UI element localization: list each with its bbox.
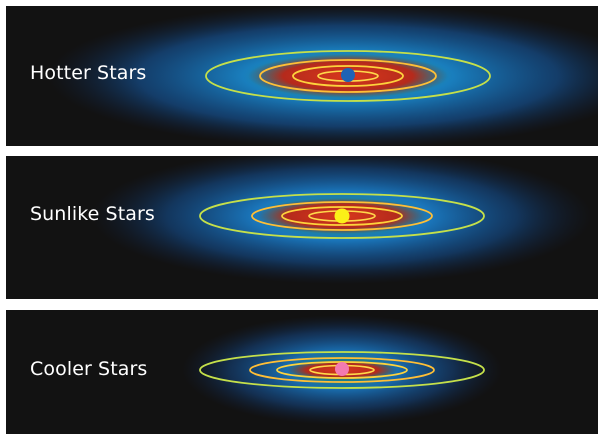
hotter-star [341,68,355,82]
orbit-inner [292,65,404,87]
panel-cooler-stars: Cooler Stars [6,310,598,434]
orbit-outer [205,50,491,102]
panel-label-cooler: Cooler Stars [30,358,148,380]
orbit-diagram-hotter [48,6,598,146]
orbit-middle [259,59,437,93]
cooler-star [335,362,349,376]
orbit-diagram-cooler [182,315,502,425]
orbit-middle [251,201,433,231]
orbit-middle [249,357,435,383]
panel-sunlike-stars: Sunlike Stars [6,156,598,299]
orbit-outer [199,351,485,389]
sunlike-star [334,208,350,224]
orbit-inner [281,206,403,226]
panel-label-sunlike: Sunlike Stars [30,203,155,225]
orbit-diagram-sunlike [92,156,592,284]
panel-label-hotter: Hotter Stars [30,62,147,84]
panel-hotter-stars: Hotter Stars [6,6,598,146]
orbit-outer [199,193,485,239]
